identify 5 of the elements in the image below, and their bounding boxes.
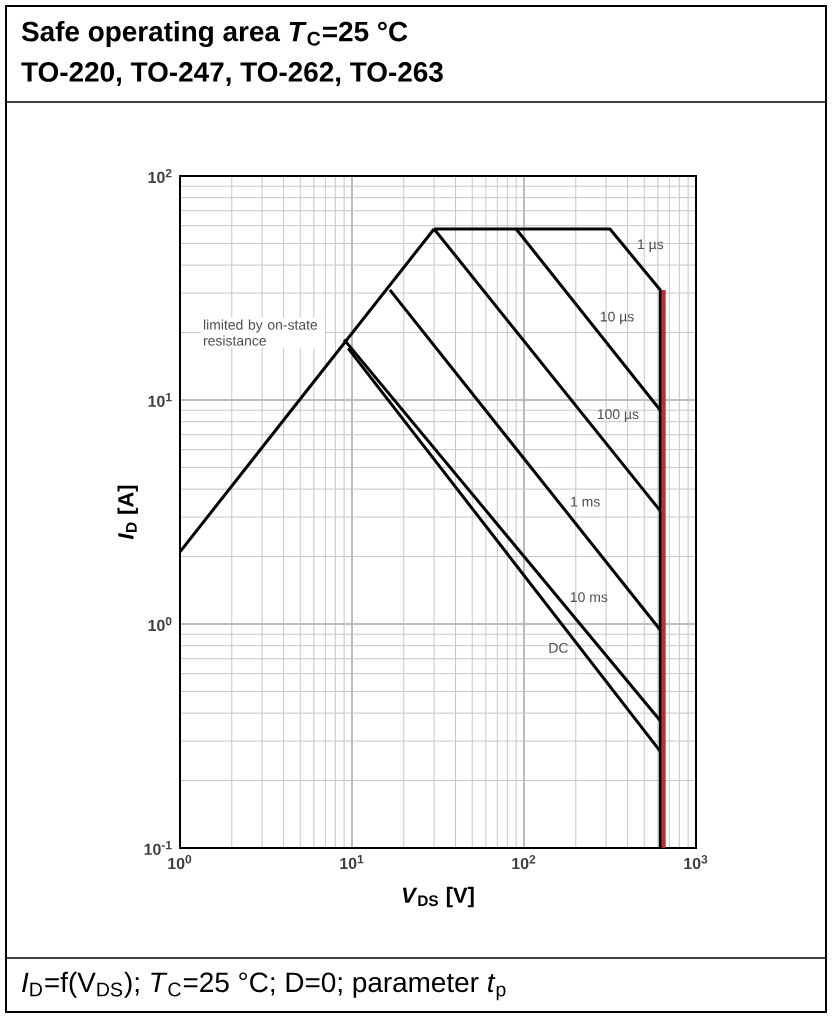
y-axis-title: I$_{D}$ [A] [117, 485, 138, 540]
chart-title: Safe operating area T$_{C}$=25 °C [21, 20, 408, 48]
x-axis-title: V$_{DS}$ [V] [402, 886, 474, 908]
chart-subtitle: TO-220, TO-247, TO-262, TO-263 [21, 62, 443, 86]
text: I$_{D}$=f(V$_{DS}$); T$_{C}$=25 °C; D=0; parameter t$_{p}$ [22, 971, 506, 1001]
